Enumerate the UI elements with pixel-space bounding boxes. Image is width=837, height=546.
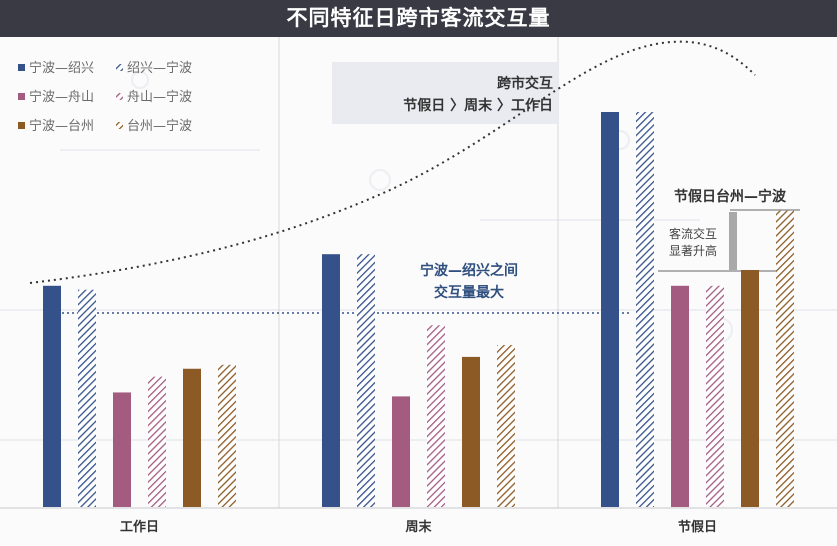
legend-label: 台州—宁波 <box>127 118 192 134</box>
bar-0-2 <box>113 392 131 507</box>
max-pair-note-line2: 交互量最大 <box>434 284 504 301</box>
legend-label: 宁波—绍兴 <box>29 60 94 76</box>
legend-swatch <box>18 122 25 129</box>
legend-label: 舟山—宁波 <box>127 89 192 105</box>
increase-note-line1: 客流交互 <box>669 226 717 241</box>
bar-1-5 <box>497 345 515 507</box>
increase-note-line2: 显著升高 <box>669 243 717 258</box>
max-pair-note-line1: 宁波—绍兴之间 <box>420 262 518 279</box>
bar-2-3 <box>706 285 724 507</box>
category-label: 周末 <box>405 519 432 535</box>
legend-swatch <box>116 64 123 71</box>
bar-0-1 <box>78 289 96 507</box>
trend-order: 节假日 〉周末 〉工作日 <box>403 97 553 114</box>
category-labels: 工作日 周末 节假日 <box>120 519 717 535</box>
background-decoration <box>0 71 837 441</box>
legend-swatch <box>116 93 123 100</box>
bar-2-0 <box>601 112 619 507</box>
legend-label: 宁波—舟山 <box>29 89 94 105</box>
trend-box <box>332 62 558 124</box>
bar-0-0 <box>43 285 61 507</box>
trend-curve <box>29 40 756 284</box>
category-label: 节假日 <box>678 519 717 535</box>
bar-2-4 <box>741 270 759 507</box>
bar-2-1 <box>636 112 654 507</box>
bar-2-2 <box>671 285 689 507</box>
trend-title: 跨市交互 <box>497 75 553 92</box>
category-label: 工作日 <box>120 519 159 535</box>
legend-label: 宁波—台州 <box>29 118 94 134</box>
bar-0-3 <box>148 376 166 507</box>
legend-swatch <box>116 122 123 129</box>
bar-1-2 <box>392 396 410 507</box>
bar-0-5 <box>218 364 236 507</box>
legend-label: 绍兴—宁波 <box>127 60 192 76</box>
bar-1-3 <box>427 325 445 507</box>
legend-swatch <box>18 93 25 100</box>
bars-group <box>43 112 794 507</box>
bar-0-4 <box>183 368 201 507</box>
bar-1-1 <box>357 254 375 507</box>
holiday-label: 节假日台州—宁波 <box>674 188 787 205</box>
title-bar: 不同特征日跨市客流交互量 <box>0 0 837 37</box>
bar-1-4 <box>462 356 480 507</box>
bar-2-5 <box>776 210 794 507</box>
increase-bar <box>729 212 737 270</box>
chart-title: 不同特征日跨市客流交互量 <box>286 6 551 30</box>
legend-swatch <box>18 64 25 71</box>
bar-1-0 <box>322 254 340 507</box>
